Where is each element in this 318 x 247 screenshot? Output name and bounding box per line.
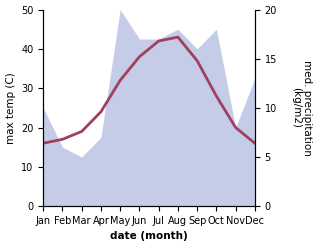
- Y-axis label: max temp (C): max temp (C): [5, 72, 16, 144]
- Y-axis label: med. precipitation
(kg/m2): med. precipitation (kg/m2): [291, 60, 313, 156]
- X-axis label: date (month): date (month): [110, 231, 188, 242]
